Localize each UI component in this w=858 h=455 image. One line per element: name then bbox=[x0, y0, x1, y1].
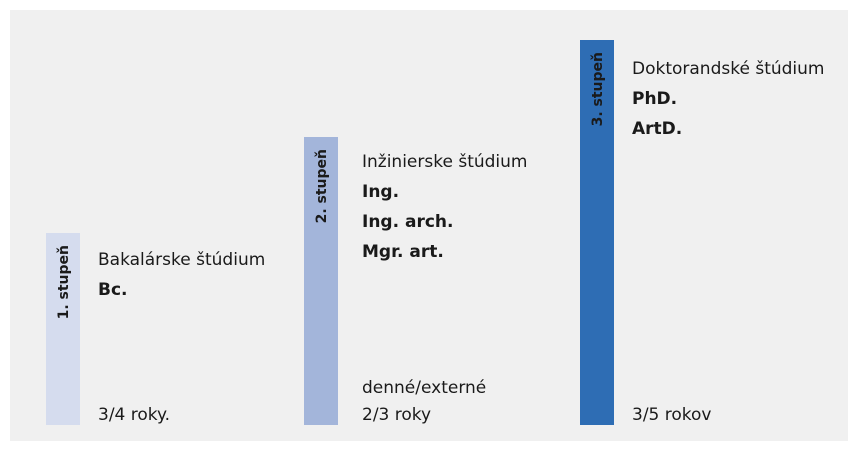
level-bar bbox=[304, 137, 338, 425]
level-bar bbox=[46, 233, 80, 425]
study-form: denné/externé bbox=[362, 378, 486, 398]
level-title: Inžinierske štúdium bbox=[362, 152, 527, 172]
level-label: 3. stupeň bbox=[590, 52, 606, 126]
degree: ArtD. bbox=[632, 119, 682, 139]
degree: Ing. arch. bbox=[362, 212, 453, 232]
level-title: Bakalárske štúdium bbox=[98, 250, 265, 270]
level-label: 1. stupeň bbox=[56, 245, 72, 319]
degree: Bc. bbox=[98, 280, 128, 300]
degree: PhD. bbox=[632, 89, 677, 109]
duration: 3/4 roky. bbox=[98, 405, 170, 425]
duration: 3/5 rokov bbox=[632, 405, 711, 425]
background bbox=[10, 10, 848, 441]
duration: 2/3 roky bbox=[362, 405, 431, 425]
level-label: 2. stupeň bbox=[314, 149, 330, 223]
degree: Ing. bbox=[362, 182, 399, 202]
degree: Mgr. art. bbox=[362, 242, 444, 262]
level-bar bbox=[580, 40, 614, 425]
level-title: Doktorandské štúdium bbox=[632, 59, 824, 79]
